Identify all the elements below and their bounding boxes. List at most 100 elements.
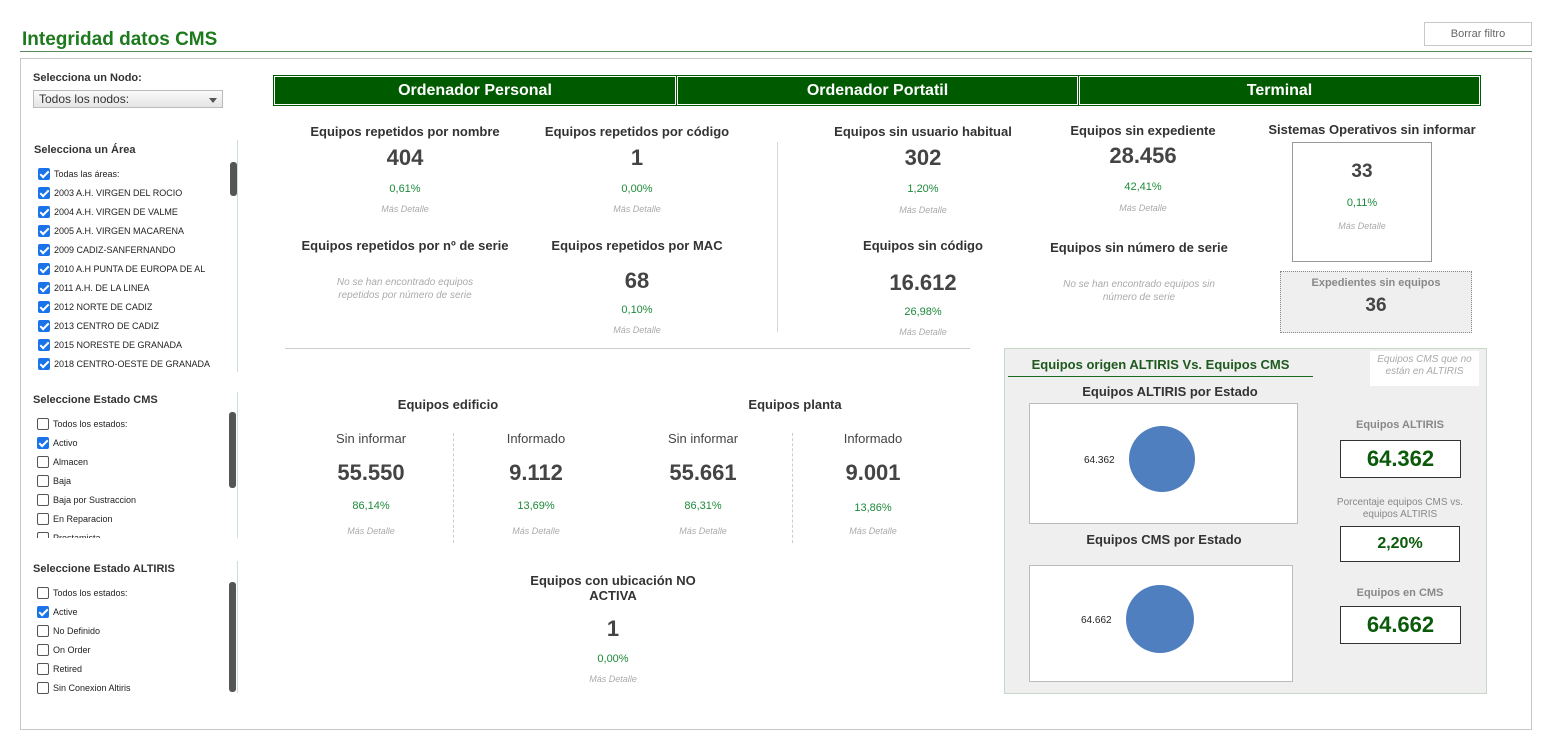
- filter-option[interactable]: Active: [37, 602, 227, 621]
- checkbox[interactable]: [38, 357, 50, 370]
- chevron-down-icon: [209, 98, 217, 103]
- filter-option[interactable]: 2015 NORESTE DE GRANADA: [38, 335, 228, 354]
- metric-title-line2: ACTIVA: [589, 588, 637, 603]
- filter-option[interactable]: 2004 A.H. VIRGEN DE VALME: [38, 202, 228, 221]
- detail-link[interactable]: Más Detalle: [347, 526, 395, 536]
- kpi-percent-label: Porcentaje equipos CMS vs. equipos ALTIR…: [1336, 497, 1464, 520]
- checkbox[interactable]: [37, 643, 49, 656]
- metric-subtitle: Sin informar: [335, 431, 407, 446]
- kpi-cms-value: 64.662: [1340, 606, 1461, 644]
- filter-option[interactable]: Todas las áreas:: [38, 164, 228, 183]
- filter-option[interactable]: Baja por Sustraccion: [37, 490, 227, 509]
- filter-option[interactable]: 2010 A.H PUNTA DE EUROPA DE AL: [38, 259, 228, 278]
- filter-option-label: 2018 CENTRO-OESTE DE GRANADA: [54, 358, 211, 369]
- tab-ordenador-personal[interactable]: Ordenador Personal: [273, 75, 677, 106]
- detail-link[interactable]: Más Detalle: [512, 526, 560, 536]
- checkbox[interactable]: [38, 243, 50, 256]
- checkbox[interactable]: [38, 262, 50, 275]
- filter-option-label: Todas las áreas:: [54, 168, 120, 179]
- filter-option-label: Baja por Sustraccion: [53, 494, 137, 505]
- metric-percent: 26,98%: [904, 306, 942, 318]
- page-title: Integridad datos CMS: [22, 29, 218, 50]
- tab-terminal[interactable]: Terminal: [1078, 75, 1481, 106]
- altiris-state-filter-label: Seleccione Estado ALTIRIS: [33, 563, 175, 575]
- detail-link[interactable]: Más Detalle: [899, 327, 947, 337]
- filter-option-label: Almacen: [53, 456, 89, 467]
- detail-link[interactable]: Más Detalle: [381, 204, 429, 214]
- metric-value: 68: [624, 268, 650, 293]
- filter-option[interactable]: Baja: [37, 471, 227, 490]
- checkbox[interactable]: [38, 205, 50, 218]
- metric-value: 9.001: [845, 460, 901, 485]
- checkbox[interactable]: [37, 605, 49, 618]
- filter-option-label: No Definido: [53, 625, 101, 636]
- filter-option[interactable]: No Definido: [37, 621, 227, 640]
- metric-value: 9.112: [509, 460, 563, 485]
- altiris-state-scrollbar[interactable]: [229, 582, 236, 692]
- filter-option[interactable]: On Order: [37, 640, 227, 659]
- filter-option[interactable]: 2013 CENTRO DE CADIZ: [38, 316, 228, 335]
- node-select-value: Todos los nodos:: [39, 92, 130, 106]
- checkbox[interactable]: [37, 624, 49, 637]
- checkbox[interactable]: [38, 224, 50, 237]
- checkbox[interactable]: [38, 186, 50, 199]
- checkbox[interactable]: [37, 474, 49, 487]
- filter-option[interactable]: 2012 NORTE DE CADIZ: [38, 297, 228, 316]
- detail-link[interactable]: Más Detalle: [899, 205, 947, 215]
- detail-link[interactable]: Más Detalle: [613, 325, 661, 335]
- checkbox[interactable]: [37, 493, 49, 506]
- filter-option[interactable]: Sin Conexion Altiris: [37, 678, 227, 697]
- filter-option-label: Prestamista: [53, 532, 101, 539]
- checkbox[interactable]: [38, 319, 50, 332]
- filter-option[interactable]: 2018 CENTRO-OESTE DE GRANADA: [38, 354, 228, 373]
- checkbox[interactable]: [37, 681, 49, 694]
- checkbox[interactable]: [37, 436, 49, 449]
- planta-informado: Informado 9.001 13,86% Más Detalle: [798, 431, 948, 536]
- checkbox[interactable]: [38, 338, 50, 351]
- detail-link[interactable]: Más Detalle: [1119, 203, 1167, 213]
- filter-option[interactable]: 2011 A.H. DE LA LINEA: [38, 278, 228, 297]
- pie-slice-altiris[interactable]: [1129, 426, 1195, 492]
- checkbox[interactable]: [38, 300, 50, 313]
- checkbox[interactable]: [37, 455, 49, 468]
- filter-option[interactable]: 2009 CADIZ-SANFERNANDO: [38, 240, 228, 259]
- filter-option[interactable]: 2003 A.H. VIRGEN DEL ROCIO: [38, 183, 228, 202]
- cms-not-in-altiris-button[interactable]: Equipos CMS que no están en ALTIRIS: [1370, 351, 1479, 386]
- checkbox[interactable]: [37, 662, 49, 675]
- checkbox[interactable]: [37, 586, 49, 599]
- filter-option[interactable]: 2005 A.H. VIRGEN MACARENA: [38, 221, 228, 240]
- filter-option[interactable]: Todos los estados:: [37, 414, 227, 433]
- metric-value: 1: [630, 145, 644, 170]
- filter-option[interactable]: Retired: [37, 659, 227, 678]
- tab-ordenador-portatil[interactable]: Ordenador Portatil: [676, 75, 1079, 106]
- expedientes-sin-equipos-box[interactable]: Expedientes sin equipos 36: [1280, 271, 1472, 333]
- checkbox[interactable]: [37, 512, 49, 525]
- checkbox[interactable]: [38, 281, 50, 294]
- metric-title: Expedientes sin equipos: [1311, 277, 1441, 289]
- filter-option[interactable]: Activo: [37, 433, 227, 452]
- filter-option-label: 2010 A.H PUNTA DE EUROPA DE AL: [54, 263, 206, 274]
- detail-link[interactable]: Más Detalle: [679, 526, 727, 536]
- metric-repetidos-mac: Equipos repetidos por MAC 68 0,10% Más D…: [522, 238, 752, 335]
- metric-repetidos-serie: Equipos repetidos por nº de serie No se …: [290, 238, 520, 302]
- checkbox[interactable]: [37, 417, 49, 430]
- kpi-altiris-value: 64.362: [1340, 440, 1461, 478]
- detail-link[interactable]: Más Detalle: [1338, 221, 1386, 231]
- detail-link[interactable]: Más Detalle: [589, 674, 637, 684]
- detail-link[interactable]: Más Detalle: [849, 526, 897, 536]
- detail-link[interactable]: Más Detalle: [613, 204, 661, 214]
- filter-option[interactable]: Almacen: [37, 452, 227, 471]
- filter-option[interactable]: Todos los estados:: [37, 583, 227, 602]
- cms-state-scrollbar[interactable]: [229, 412, 236, 488]
- clear-filter-button[interactable]: Borrar filtro: [1424, 22, 1532, 46]
- checkbox[interactable]: [38, 167, 50, 180]
- pie-slice-cms[interactable]: [1126, 585, 1194, 653]
- area-scrollbar[interactable]: [230, 162, 237, 196]
- filter-option[interactable]: Prestamista: [37, 528, 227, 538]
- edificio-divider: [453, 433, 454, 543]
- node-select[interactable]: Todos los nodos:: [33, 90, 223, 108]
- checkbox[interactable]: [37, 531, 49, 538]
- pie-data-label: 64.362: [1084, 455, 1115, 466]
- so-sin-informar-box: 33 0,11% Más Detalle: [1292, 142, 1432, 262]
- filter-option[interactable]: En Reparacion: [37, 509, 227, 528]
